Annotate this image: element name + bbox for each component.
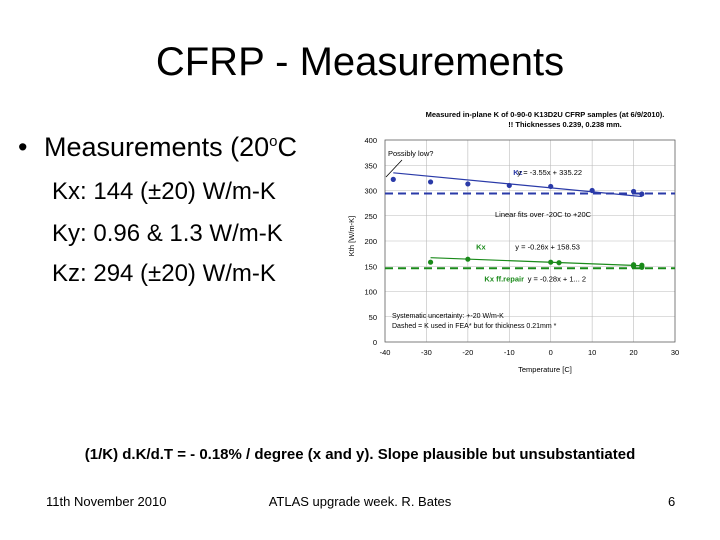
y-tick-label: 100	[364, 288, 377, 297]
fit-equation: y = -0.26x + 158.53	[515, 243, 580, 252]
annotation-linear-fits: Linear fits over -20C to +20C	[495, 210, 592, 219]
data-point	[630, 262, 637, 268]
fit-line	[393, 172, 642, 198]
x-tick-label: 30	[671, 348, 679, 357]
fit-line	[430, 257, 642, 267]
thermal-conductivity-chart: Measured in-plane K of 0-90-0 K13D2U CFR…	[347, 110, 679, 374]
kz-line: Kz: 294 (±20) W/m-K	[52, 260, 276, 287]
series-label: Kz	[513, 168, 522, 177]
x-tick-label: 20	[629, 348, 637, 357]
x-tick-label: -30	[421, 348, 432, 357]
x-tick-label: -40	[380, 348, 391, 357]
x-tick-label: -10	[504, 348, 515, 357]
data-point	[589, 187, 595, 194]
chart-axes: 0 50 100 150 200 250 300 350 400 -40 -30 -20 -10 0 10 2…	[364, 136, 679, 357]
reference-lines	[385, 192, 675, 270]
footer-event: ATLAS upgrade week. R. Bates	[268, 494, 452, 509]
chart-panel: Measured in-plane K of 0-90-0 K13D2U CFR…	[340, 104, 690, 382]
data-point	[630, 188, 637, 195]
data-point	[639, 191, 645, 197]
data-point	[639, 262, 645, 268]
bullet-measurements: • Measurements (20oC	[18, 132, 297, 163]
y-axis-label: Kth [W/m-K]	[347, 216, 356, 256]
degree-sup: o	[269, 133, 278, 150]
y-tick-label: 150	[364, 262, 377, 271]
x-tick-label: -20	[462, 348, 473, 357]
annotations: Possibly low? Linear fits over -20C to +…	[385, 149, 592, 330]
data-point	[506, 182, 512, 189]
y-tick-label: 0	[373, 338, 377, 347]
plot-frame	[384, 139, 676, 343]
chart-subtitle: !! Thicknesses 0.239, 0.238 mm.	[508, 120, 621, 129]
bullet-text: Measurements (20	[44, 132, 270, 162]
chart-title: Measured in-plane K of 0-90-0 K13D2U CFR…	[426, 110, 665, 119]
data-point	[556, 260, 562, 266]
annotation-possibly-low: Possibly low?	[388, 149, 433, 158]
x-axis-label: Temperature [C]	[518, 365, 572, 374]
slope-note: (1/K) d.K/d.T = - 0.18% / degree (x and …	[84, 446, 636, 463]
annotation-dashed: Dashed = K used in FEA* but for thicknes…	[392, 323, 557, 330]
data-point	[465, 256, 471, 262]
page-number: 6	[668, 494, 676, 509]
data-point	[390, 176, 396, 182]
y-tick-label: 200	[364, 237, 377, 246]
y-tick-label: 350	[364, 161, 377, 170]
series-labels: Kzy = -3.55x + 335.22 Kx y = -0.26x + 158.…	[476, 168, 586, 284]
fit-equation: y = -3.55x + 335.22	[517, 168, 582, 177]
y-tick-label: 400	[364, 136, 377, 145]
data-point	[548, 259, 554, 265]
data-point	[427, 179, 434, 185]
series-label: Kx	[476, 243, 486, 252]
x-tick-label: 10	[588, 348, 596, 357]
data-point	[548, 183, 554, 190]
ky-line: Ky: 0.96 & 1.3 W/m-K	[52, 220, 283, 247]
x-tick-label: 0	[549, 348, 553, 357]
slide-title: CFRP - Measurements	[155, 40, 565, 84]
bullet-tail: C	[277, 132, 297, 162]
y-tick-label: 50	[369, 313, 377, 322]
bullet-dot-icon: •	[18, 132, 28, 162]
footer-date: 11th November 2010	[46, 494, 167, 509]
data-point	[465, 181, 471, 187]
series-label: Kx ff.repair	[484, 274, 524, 283]
fit-lines	[393, 172, 642, 267]
data-points	[390, 176, 645, 270]
kx-line: Kx: 144 (±20) W/m-K	[52, 178, 276, 205]
y-tick-label: 250	[364, 212, 377, 221]
fit-equation: y = -0.28x + 1... 2	[528, 274, 586, 283]
y-tick-label: 300	[364, 187, 377, 196]
data-point	[427, 259, 434, 265]
annotation-uncertainty: Systematic uncertainty: +-20 W/m-K	[392, 313, 504, 320]
